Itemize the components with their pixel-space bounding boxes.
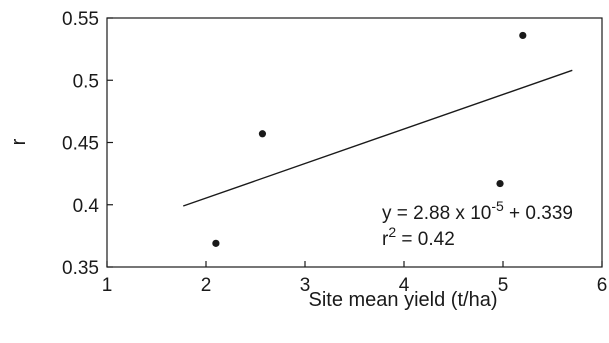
x-tick-label: 3 [300,275,311,296]
plot-area-frame [106,17,603,268]
x-tick-label: 5 [498,275,509,296]
data-point [519,31,527,40]
r2-suffix: = 0.42 [396,229,455,250]
x-tick-label: 6 [597,275,608,296]
y-axis-ticks [107,17,113,268]
x-axis-label: Site mean yield (t/ha) [309,289,498,311]
y-tick-label: 0.4 [73,196,100,217]
regression-line [182,69,573,207]
r2-exponent: 2 [388,224,396,240]
y-tick-label: 0.45 [62,134,99,155]
x-axis-ticks [106,261,603,267]
r2-prefix: r [382,229,389,250]
data-points [212,31,527,247]
y-tick-label: 0.55 [62,9,99,30]
data-point [212,239,220,247]
y-axis-label: r [8,138,30,145]
regression-annotation: y = 2.88 x 10-5 + 0.339 r2 = 0.42 [382,198,573,250]
equation-suffix: + 0.339 [504,203,573,224]
x-tick-label: 2 [201,275,212,296]
equation-prefix: y = 2.88 x 10 [382,203,491,224]
y-tick-label: 0.5 [73,71,99,92]
x-tick-label: 1 [102,275,113,296]
data-point [258,130,267,138]
x-axis-tick-labels: 1 2 3 4 5 6 [102,275,608,296]
r-squared-value: r2 = 0.42 [382,224,455,250]
equation-exponent: -5 [491,198,504,214]
y-tick-label: 0.35 [62,258,99,279]
data-point [496,179,504,188]
regression-equation: y = 2.88 x 10-5 + 0.339 [382,198,573,224]
x-tick-label: 4 [399,275,410,296]
y-axis-tick-labels: 0.35 0.4 0.45 0.5 0.55 [62,9,99,279]
